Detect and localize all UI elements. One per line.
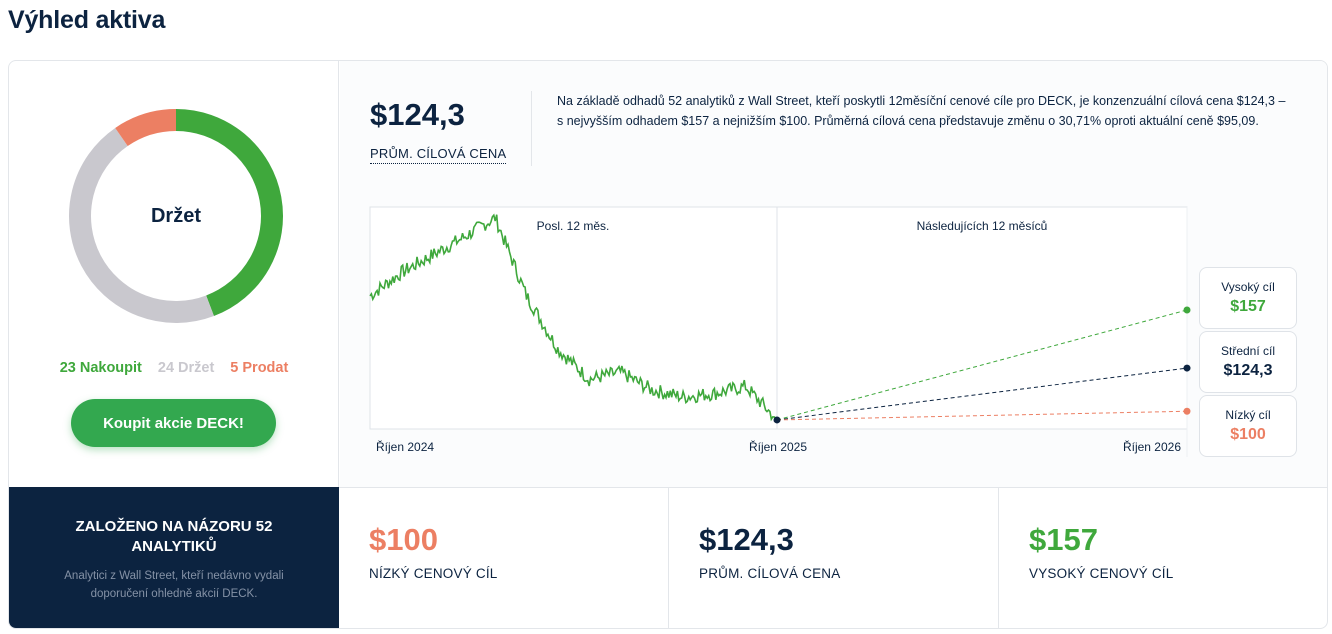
analyst-basis-panel: ZALOŽENO NA NÁZORU 52 ANALYTIKŮ Analytic… [9, 487, 339, 628]
x-label-start: Říjen 2024 [376, 439, 434, 454]
section-label-past: Posl. 12 měs. [537, 219, 610, 233]
low-target-stat-value: $100 [369, 522, 438, 557]
high-target-stat-value: $157 [1029, 522, 1098, 557]
price-history-line [369, 213, 778, 422]
donut-segment-sell [115, 109, 177, 147]
analyst-basis-text: Analytici z Wall Street, kteří nedávno v… [64, 570, 284, 600]
projection-line-1 [776, 367, 1188, 421]
forecast-summary: Na základě odhadů 52 analytiků z Wall St… [557, 94, 1286, 128]
page-title: Výhled aktiva [8, 6, 166, 34]
sell-count: 5 Prodat [230, 360, 289, 376]
projection-point-1 [1183, 364, 1191, 372]
analyst-basis-title: ZALOŽENO NA NÁZORU 52 ANALYTIKŮ [75, 518, 273, 555]
x-label-mid: Říjen 2025 [749, 439, 807, 454]
price-forecast-chart: Posl. 12 měs. Následujících 12 měsíců Ří… [369, 206, 1191, 457]
low-target-stat: $100 NÍZKÝ CENOVÝ CÍL [339, 487, 669, 628]
projection-point-0 [1183, 306, 1191, 314]
consensus-label: Držet [150, 204, 201, 227]
chart-frame [369, 206, 1188, 430]
projection-line-2 [776, 410, 1188, 421]
buy-stock-button[interactable]: Koupit akcie DECK! [71, 399, 276, 447]
avg-target-stat: $124,3 PRŮM. CÍLOVÁ CENA [669, 487, 999, 628]
avg-target-price: $124,3 [370, 97, 465, 132]
bottom-divider [339, 487, 1327, 488]
donut-segment-hold [69, 127, 214, 323]
low-target-stat-label: NÍZKÝ CENOVÝ CÍL [369, 566, 498, 581]
projection-point-2 [1183, 407, 1191, 415]
rating-panel: Držet 23 Nakoupit 24 Držet 5 Prodat Koup… [9, 61, 339, 487]
current-price-point [773, 416, 781, 424]
hold-count: 24 Držet [157, 360, 215, 376]
high-target-stat: $157 VYSOKÝ CENOVÝ CÍL [999, 487, 1327, 628]
high-target-label: Vysoký cíl [1221, 280, 1275, 294]
buy-count: 23 Nakoupit [59, 360, 142, 376]
divider [531, 91, 532, 166]
donut-segment-buy [175, 109, 283, 317]
section-label-future: Následujících 12 měsíců [917, 219, 1048, 233]
forecast-panel: $124,3 PRŮM. CÍLOVÁ CENA Na základě odha… [340, 61, 1327, 487]
mid-target-value: $124,3 [1223, 362, 1273, 379]
high-target-value: $157 [1230, 298, 1266, 315]
rating-counts: 23 Nakoupit 24 Držet 5 Prodat [9, 360, 339, 376]
rating-donut: Držet [66, 106, 286, 326]
asset-outlook-card: Držet 23 Nakoupit 24 Držet 5 Prodat Koup… [8, 60, 1328, 629]
x-label-end: Říjen 2026 [1123, 439, 1181, 454]
low-target-value: $100 [1230, 426, 1266, 443]
low-target-box: Nízký cíl $100 [1199, 395, 1297, 457]
mid-target-label: Střední cíl [1220, 344, 1276, 358]
avg-target-stat-value: $124,3 [699, 522, 794, 557]
low-target-label: Nízký cíl [1225, 408, 1271, 422]
donut-chart [69, 109, 283, 323]
avg-target-label[interactable]: PRŮM. CÍLOVÁ CENA [370, 146, 507, 164]
high-target-box: Vysoký cíl $157 [1199, 267, 1297, 329]
avg-target-stat-label: PRŮM. CÍLOVÁ CENA [699, 566, 841, 581]
high-target-stat-label: VYSOKÝ CENOVÝ CÍL [1029, 566, 1174, 581]
mid-target-box: Střední cíl $124,3 [1199, 331, 1297, 393]
projection-line-0 [776, 309, 1188, 421]
